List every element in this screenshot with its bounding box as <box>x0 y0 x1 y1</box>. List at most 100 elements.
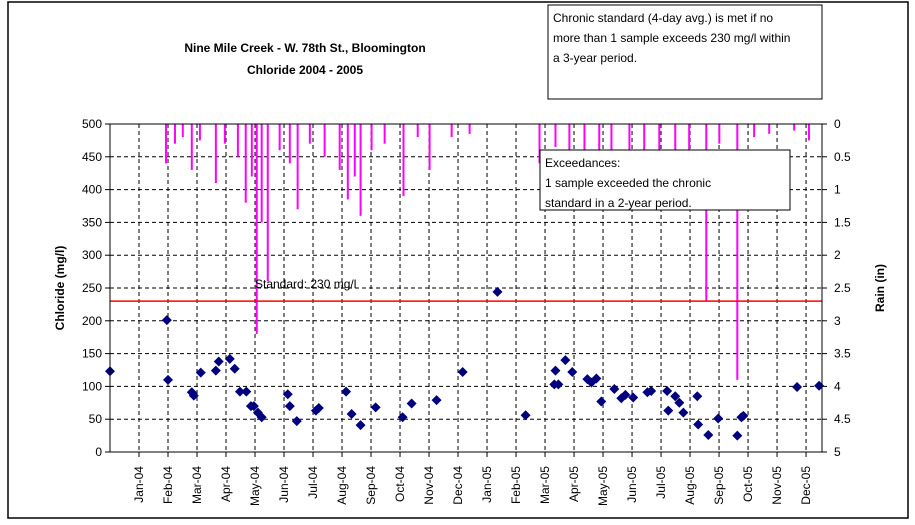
rain-bar <box>428 124 431 170</box>
rain-bar <box>164 124 167 164</box>
rain-bar <box>214 124 217 184</box>
data-point <box>282 389 293 400</box>
rain-bar <box>236 124 239 157</box>
rain-bar <box>468 124 471 134</box>
data-point <box>628 392 639 403</box>
rain-bar <box>583 124 586 151</box>
data-point <box>234 386 245 397</box>
data-point <box>692 391 703 402</box>
data-point <box>814 380 825 391</box>
data-point <box>457 366 468 377</box>
rain-bar <box>643 124 646 151</box>
x-tick-label: Sep-05 <box>712 466 726 505</box>
y-tick-label: 400 <box>82 183 102 197</box>
y-tick-label: 100 <box>82 379 102 393</box>
x-tick-label: Nov-04 <box>422 466 436 505</box>
y2-tick-label: 4 <box>834 379 841 393</box>
annotation-text: 1 sample exceeded the chronic <box>545 176 711 190</box>
data-point <box>210 365 221 376</box>
rain-bar <box>450 124 453 138</box>
data-point <box>620 389 631 400</box>
rain-bar <box>370 124 373 151</box>
rain-bar <box>308 124 311 144</box>
x-tick-label: Mar-04 <box>190 466 204 504</box>
rain-bar <box>538 124 541 164</box>
x-tick-label: Jul-05 <box>654 466 668 499</box>
data-point <box>213 356 224 367</box>
rain-bar <box>416 124 419 138</box>
rain-bar <box>260 124 263 223</box>
data-point <box>596 396 607 407</box>
data-point <box>646 385 657 396</box>
rain-bar <box>554 124 557 147</box>
x-tick-label: Apr-05 <box>567 466 581 502</box>
rain-bar <box>610 124 613 157</box>
rain-bar <box>266 124 269 282</box>
x-tick-label: Jun-05 <box>625 466 639 503</box>
y-tick-label: 450 <box>82 150 102 164</box>
y-tick-label: 500 <box>82 117 102 131</box>
rain-bar <box>383 124 386 144</box>
x-tick-label: May-05 <box>596 466 610 506</box>
rain-bar <box>198 124 201 141</box>
x-tick-label: Aug-04 <box>335 466 349 505</box>
x-tick-label: Jan-05 <box>480 466 494 503</box>
rain-bar <box>278 124 281 151</box>
rain-bar <box>402 124 405 197</box>
data-point <box>703 429 714 440</box>
data-point <box>663 405 674 416</box>
x-tick-label: Feb-04 <box>161 466 175 504</box>
data-point <box>224 353 235 364</box>
data-point <box>662 385 673 396</box>
data-point <box>355 420 366 431</box>
x-tick-label: Mar-05 <box>538 466 552 504</box>
data-point <box>492 286 503 297</box>
rain-bar <box>768 124 771 134</box>
rain-bar <box>250 124 253 177</box>
rain-bar <box>323 124 326 157</box>
data-point <box>670 391 681 402</box>
annotation-box <box>547 4 823 100</box>
data-point <box>341 386 352 397</box>
x-tick-label: Oct-05 <box>741 466 755 502</box>
data-point <box>713 413 724 424</box>
rain-bar <box>173 124 176 144</box>
rain-bar <box>353 124 356 177</box>
rain-bar <box>255 124 258 334</box>
data-point <box>256 412 267 423</box>
data-point <box>370 402 381 413</box>
chart-title: Chloride 2004 - 2005 <box>247 63 363 77</box>
data-point <box>291 416 302 427</box>
data-point <box>693 419 704 430</box>
y2-tick-label: 1.5 <box>834 215 851 229</box>
data-point <box>550 365 561 376</box>
data-point <box>609 384 620 395</box>
x-tick-label: Dec-04 <box>451 466 465 505</box>
rain-bar <box>718 124 721 144</box>
y2-axis-label: Rain (in) <box>873 264 887 312</box>
data-point <box>674 397 685 408</box>
rain-bar <box>223 124 226 144</box>
data-point <box>163 374 174 385</box>
data-point <box>520 410 531 421</box>
chart-title: Nine Mile Creek - W. 78th St., Bloomingt… <box>184 41 425 55</box>
rain-bar <box>568 124 571 157</box>
y-tick-label: 300 <box>82 248 102 262</box>
y2-tick-label: 1 <box>834 183 841 197</box>
y2-tick-label: 2.5 <box>834 281 851 295</box>
rain-bar <box>359 124 362 216</box>
x-tick-label: Nov-05 <box>770 466 784 505</box>
y2-tick-label: 3 <box>834 314 841 328</box>
data-point <box>406 398 417 409</box>
x-tick-label: Oct-04 <box>393 466 407 502</box>
rain-bar <box>753 124 756 138</box>
y2-tick-label: 0 <box>834 117 841 131</box>
y-axis-label: Chloride (mg/l) <box>53 246 67 331</box>
rain-bar <box>674 124 677 157</box>
rain-bar <box>346 124 349 200</box>
data-point <box>188 390 199 401</box>
data-point <box>346 408 357 419</box>
rain-bar <box>736 124 739 380</box>
x-tick-label: Sep-04 <box>364 466 378 505</box>
